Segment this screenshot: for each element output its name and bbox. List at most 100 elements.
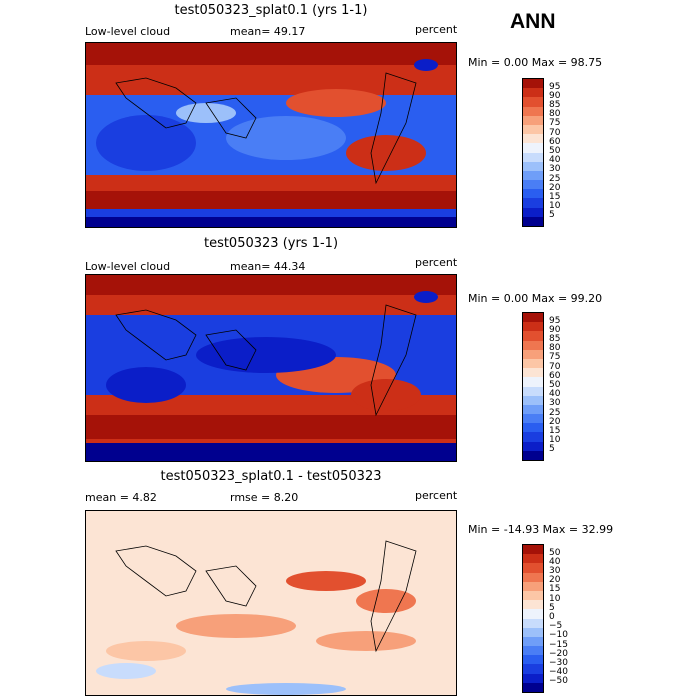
colorbar-tick-label: −15 xyxy=(549,639,568,650)
panel2-minmax: Min = 0.00 Max = 99.20 xyxy=(468,292,603,305)
colorbar-segment xyxy=(523,377,543,387)
colorbar-tick-label: 15 xyxy=(549,191,561,202)
panel1-colorbar xyxy=(522,78,544,227)
colorbar-segment xyxy=(523,189,543,199)
panel3-units-label: percent xyxy=(415,489,458,502)
colorbar-segment xyxy=(523,340,543,350)
colorbar-tick-label: 75 xyxy=(549,118,561,129)
colorbar-tick-label: 90 xyxy=(549,324,561,335)
colorbar-tick-label: 85 xyxy=(549,100,561,111)
colorbar-tick-label: 20 xyxy=(549,182,561,193)
colorbar-segment xyxy=(523,432,543,442)
colorbar-segment xyxy=(523,331,543,341)
colorbar-segment xyxy=(523,581,543,591)
colorbar-tick-label: 70 xyxy=(549,127,561,138)
colorbar-tick-label: 10 xyxy=(549,435,561,446)
colorbar-tick-label: 25 xyxy=(549,407,561,418)
colorbar-segment xyxy=(523,124,543,135)
panel3-rmse-label: rmse = 8.20 xyxy=(230,491,299,504)
panel1-units-label: percent xyxy=(415,23,458,36)
colorbar-segment xyxy=(523,618,543,628)
colorbar-segment xyxy=(523,404,543,415)
colorbar-tick-label: 40 xyxy=(549,155,561,166)
colorbar-tick-label: −5 xyxy=(549,621,563,632)
colorbar-tick-label: 30 xyxy=(549,566,561,577)
colorbar-tick-label: 40 xyxy=(549,389,561,400)
colorbar-tick-label: 50 xyxy=(549,146,561,156)
colorbar-tick-label: 85 xyxy=(549,334,561,345)
colorbar-tick-label: 90 xyxy=(549,90,561,101)
colorbar-tick-label: 15 xyxy=(549,584,561,595)
panel2-left-label: Low-level cloud xyxy=(85,260,171,273)
colorbar-segment xyxy=(523,322,543,332)
colorbar-tick-label: 25 xyxy=(549,173,561,184)
colorbar-segment xyxy=(523,600,543,610)
colorbar-tick-label: 50 xyxy=(549,380,561,390)
colorbar-segment xyxy=(523,673,543,683)
colorbar-segment xyxy=(523,79,543,89)
colorbar-tick-label: 30 xyxy=(549,398,561,409)
colorbar-segment xyxy=(523,313,543,323)
colorbar-segment xyxy=(523,441,543,451)
colorbar-segment xyxy=(523,143,543,153)
panel1-mean-label: mean= 49.17 xyxy=(230,25,306,38)
colorbar-segment xyxy=(523,106,543,116)
panel3-colorbar xyxy=(522,544,544,693)
panel2-map xyxy=(85,274,457,462)
colorbar-segment xyxy=(523,395,543,405)
colorbar-segment xyxy=(523,636,543,647)
colorbar-segment xyxy=(523,134,543,144)
colorbar-segment xyxy=(523,414,543,424)
season-label: ANN xyxy=(510,10,556,33)
colorbar-segment xyxy=(523,572,543,582)
panel3-title: test050323_splat0.1 - test050323 xyxy=(160,469,382,484)
colorbar-tick-label: 80 xyxy=(549,109,561,120)
panel2-units-label: percent xyxy=(415,256,458,269)
panel1-map xyxy=(85,42,457,228)
colorbar-segment xyxy=(523,180,543,190)
colorbar-tick-label: 75 xyxy=(549,352,561,363)
colorbar-tick-label: 95 xyxy=(549,315,561,326)
colorbar-tick-label: 80 xyxy=(549,343,561,354)
panel1-left-label: Low-level cloud xyxy=(85,25,171,38)
panel2-colorbar xyxy=(522,312,544,461)
panel1-title: test050323_splat0.1 (yrs 1-1) xyxy=(174,3,368,18)
colorbar-tick-label: 10 xyxy=(549,201,561,212)
colorbar-tick-label: −10 xyxy=(549,630,568,641)
colorbar-segment xyxy=(523,590,543,601)
colorbar-segment xyxy=(523,554,543,564)
colorbar-segment xyxy=(523,349,543,359)
colorbar-tick-label: −30 xyxy=(549,657,568,668)
colorbar-tick-label: 20 xyxy=(549,575,561,586)
colorbar-segment xyxy=(523,97,543,107)
colorbar-tick-label: 30 xyxy=(549,164,561,175)
colorbar-tick-label: 5 xyxy=(549,444,555,455)
colorbar-segment xyxy=(523,609,543,619)
colorbar-tick-label: −20 xyxy=(549,648,568,659)
colorbar-segment xyxy=(523,207,543,217)
panel2-mean-label: mean= 44.34 xyxy=(230,260,306,273)
colorbar-segment xyxy=(523,216,543,226)
colorbar-tick-label: 20 xyxy=(549,416,561,427)
panel1-minmax: Min = 0.00 Max = 98.75 xyxy=(468,56,603,69)
colorbar-segment xyxy=(523,545,543,555)
colorbar-segment xyxy=(523,161,543,171)
colorbar-segment xyxy=(523,627,543,637)
colorbar-tick-label: 15 xyxy=(549,425,561,436)
colorbar-tick-label: 70 xyxy=(549,361,561,372)
colorbar-segment xyxy=(523,646,543,656)
colorbar-segment xyxy=(523,423,543,433)
colorbar-segment xyxy=(523,115,543,125)
colorbar-tick-label: 95 xyxy=(549,81,561,92)
colorbar-segment xyxy=(523,386,543,396)
colorbar-segment xyxy=(523,358,543,369)
colorbar-tick-label: 5 xyxy=(549,210,555,221)
colorbar-tick-label: 60 xyxy=(549,370,561,381)
colorbar-tick-label: 10 xyxy=(549,593,561,604)
colorbar-tick-label: 60 xyxy=(549,136,561,147)
colorbar-segment xyxy=(523,152,543,162)
colorbar-segment xyxy=(523,88,543,98)
panel3-mean-label: mean = 4.82 xyxy=(85,491,157,504)
colorbar-segment xyxy=(523,368,543,378)
panel2-title: test050323 (yrs 1-1) xyxy=(203,236,339,251)
